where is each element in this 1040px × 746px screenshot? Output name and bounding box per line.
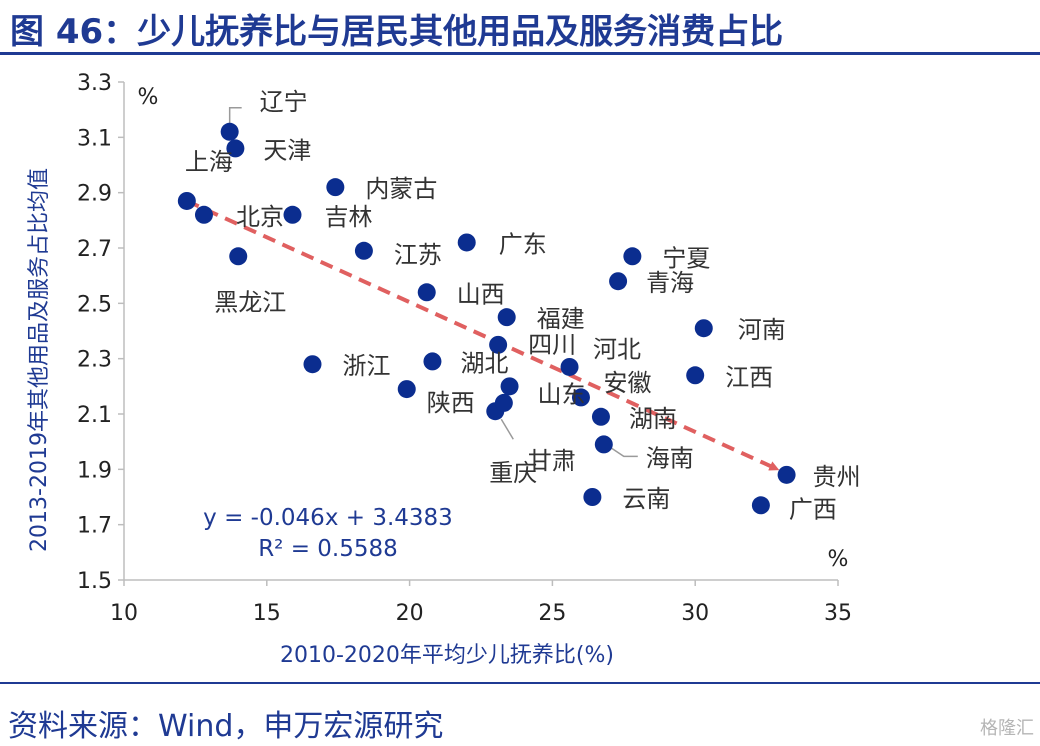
label-湖南: 湖南 <box>629 405 677 433</box>
y-tick-label: 1.5 <box>77 569 112 594</box>
y-unit-label: % <box>138 85 159 110</box>
y-tick-label: 2.7 <box>77 237 112 262</box>
title-divider <box>0 52 1040 55</box>
label-陕西: 陕西 <box>427 389 475 417</box>
label-广西: 广西 <box>789 495 837 523</box>
x-tick-label: 10 <box>110 601 138 626</box>
chart-axes <box>123 82 838 581</box>
label-云南: 云南 <box>622 485 670 513</box>
point-四川 <box>489 335 508 354</box>
label-北京: 北京 <box>236 203 284 231</box>
y-axis-label: 2013-2019年其他用品及服务占比均值 <box>27 168 52 552</box>
label-河南: 河南 <box>738 316 786 344</box>
label-河北: 河北 <box>593 335 641 363</box>
point-天津 <box>226 139 245 158</box>
point-青海 <box>609 272 628 291</box>
regression-equation: y = -0.046x + 3.4383 <box>203 505 453 531</box>
point-江苏 <box>354 241 373 260</box>
point-宁夏 <box>623 247 642 266</box>
trend-layer <box>186 199 780 471</box>
point-北京 <box>194 205 213 224</box>
label-浙江: 浙江 <box>342 352 390 380</box>
x-tick-label: 35 <box>824 601 852 626</box>
point-湖南 <box>591 407 610 426</box>
point-山东 <box>500 377 519 396</box>
point-广东 <box>457 233 476 252</box>
point-河北 <box>571 388 590 407</box>
x-tick-label: 30 <box>681 601 709 626</box>
leader-海南 <box>611 447 638 458</box>
footer-divider <box>0 682 1040 684</box>
label-吉林: 吉林 <box>325 203 373 231</box>
regression-r2: R² = 0.5588 <box>258 536 398 562</box>
y-tick-label: 2.9 <box>77 182 112 207</box>
label-贵州: 贵州 <box>813 463 861 491</box>
point-上海 <box>177 191 196 210</box>
point-海南 <box>594 435 613 454</box>
label-湖北: 湖北 <box>460 349 508 377</box>
y-tick-label: 2.1 <box>77 403 112 428</box>
x-tick-label: 20 <box>396 601 424 626</box>
x-tick-label: 15 <box>253 601 281 626</box>
point-河南 <box>694 319 713 338</box>
point-甘肃 <box>494 393 513 412</box>
label-四川: 四川 <box>528 331 576 359</box>
label-江苏: 江苏 <box>394 241 442 269</box>
x-axis-label: 2010-2020年平均少儿抚养比(%) <box>280 643 614 668</box>
point-吉林 <box>283 205 302 224</box>
label-海南: 海南 <box>646 444 694 472</box>
y-tick-label: 1.9 <box>77 458 112 483</box>
watermark: 格隆汇 <box>980 718 1034 739</box>
label-内蒙古: 内蒙古 <box>365 175 437 203</box>
label-重庆: 重庆 <box>489 459 537 487</box>
label-天津: 天津 <box>263 136 311 164</box>
data-points <box>177 122 796 515</box>
label-江西: 江西 <box>725 363 773 391</box>
y-tick-label: 3.1 <box>77 126 112 151</box>
leader-重庆 <box>500 418 514 440</box>
label-山东: 山东 <box>538 380 586 408</box>
label-山西: 山西 <box>457 280 505 308</box>
label-广东: 广东 <box>499 230 547 258</box>
label-宁夏: 宁夏 <box>662 244 710 272</box>
y-tick-label: 1.7 <box>77 514 112 539</box>
chart-ticks: 1.5 1.7 1.9 2.1 2.3 2.5 2.7 2.9 3.1 3.3 10 15 20 25 30… <box>77 71 852 626</box>
page-title: 图 46：少儿抚养比与居民其他用品及服务消费占比 <box>10 12 784 52</box>
y-tick-label: 2.3 <box>77 348 112 373</box>
label-福建: 福建 <box>537 305 585 333</box>
point-内蒙古 <box>326 178 345 197</box>
point-山西 <box>417 283 436 302</box>
label-青海: 青海 <box>646 269 694 297</box>
point-辽宁 <box>220 122 239 141</box>
point-湖北 <box>423 352 442 371</box>
label-安徽: 安徽 <box>604 369 652 397</box>
point-云南 <box>583 488 602 506</box>
scatter-chart: 1.5 1.7 1.9 2.1 2.3 2.5 2.7 2.9 3.1 3.3 10 15 20 25 30… <box>27 71 861 668</box>
trend-arrow <box>186 199 780 471</box>
source-note: 资料来源：Wind，申万宏源研究 <box>8 709 444 744</box>
point-浙江 <box>303 355 322 374</box>
label-上海: 上海 <box>185 148 233 176</box>
point-黑龙江 <box>229 247 248 266</box>
y-tick-label: 3.3 <box>77 71 112 96</box>
point-福建 <box>497 308 516 327</box>
point-陕西 <box>397 380 416 399</box>
point-贵州 <box>777 465 796 484</box>
label-黑龙江: 黑龙江 <box>214 288 286 316</box>
leader-辽宁 <box>228 107 242 124</box>
x-tick-label: 25 <box>538 601 566 626</box>
point-江西 <box>686 366 705 385</box>
leader-lines <box>228 107 638 458</box>
label-甘肃: 甘肃 <box>528 447 576 475</box>
y-tick-label: 2.5 <box>77 292 112 317</box>
point-安徽 <box>560 357 579 376</box>
x-unit-label: % <box>828 547 849 572</box>
label-辽宁: 辽宁 <box>260 88 308 116</box>
point-广西 <box>751 496 770 515</box>
